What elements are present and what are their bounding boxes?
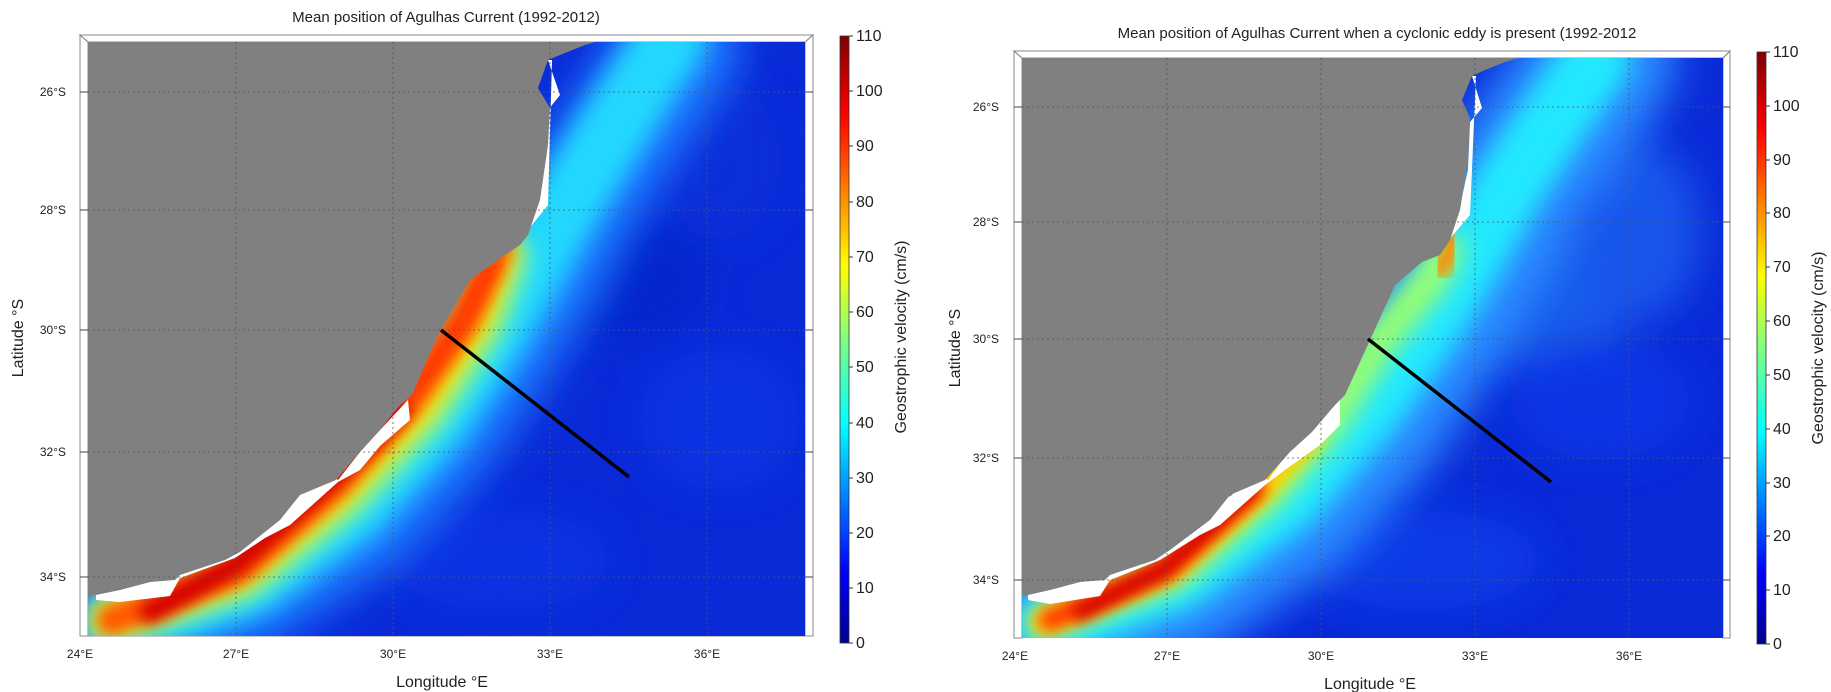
colorbar-tick-label: 100	[1773, 98, 1800, 115]
x-tick-label: 30°E	[1308, 649, 1334, 663]
panel-1-land	[88, 42, 595, 595]
panel-1-x-tick-labels: 24°E 27°E 30°E 33°E 36°E	[67, 647, 720, 661]
x-tick-label: 36°E	[694, 647, 720, 661]
y-tick-label: 34°S	[973, 573, 999, 587]
colorbar-tick-label: 20	[1773, 528, 1791, 545]
panel-2-grid	[1022, 58, 1723, 638]
panel-2-map	[1022, 58, 1723, 638]
panel-2-colorbar: 0 10 20 30 40 50 60 70 80 90 100 110 Geo…	[1756, 44, 1827, 653]
y-tick-label: 34°S	[40, 570, 66, 584]
x-tick-label: 27°E	[223, 647, 249, 661]
panel-1-y-tick-labels: 26°S 28°S 30°S 32°S 34°S	[40, 85, 66, 584]
colorbar-tick-label: 110	[1773, 44, 1799, 61]
y-tick-label: 32°S	[40, 445, 66, 459]
x-tick-label: 24°E	[67, 647, 93, 661]
panel-1-transect-line	[439, 328, 631, 479]
colorbar-tick-label: 30	[856, 470, 874, 487]
colorbar-tick-label: 30	[1773, 475, 1791, 492]
colorbar-tick-label: 50	[856, 359, 874, 376]
x-tick-label: 27°E	[1154, 649, 1180, 663]
colorbar-tick-label: 70	[856, 249, 874, 266]
x-tick-label: 30°E	[380, 647, 406, 661]
panel-2-x-axis-label: Longitude °E	[1324, 676, 1416, 692]
y-tick-label: 28°S	[973, 215, 999, 229]
y-tick-label: 32°S	[973, 451, 999, 465]
colorbar-tick-label: 70	[1773, 259, 1791, 276]
panel-2-title: Mean position of Agulhas Current when a …	[1118, 25, 1637, 42]
colorbar-tick-label: 0	[856, 635, 865, 652]
y-tick-label: 28°S	[40, 203, 66, 217]
x-tick-label: 24°E	[1002, 649, 1028, 663]
panel-1-title: Mean position of Agulhas Current (1992-2…	[292, 9, 600, 26]
panel-2-colorbar-label: Geostrophic velocity (cm/s)	[1810, 252, 1827, 445]
colorbar-tick-label: 40	[856, 415, 874, 432]
colorbar-tick-label: 20	[856, 525, 874, 542]
colorbar-tick-label: 90	[1773, 152, 1791, 169]
colorbar-tick-label: 10	[1773, 582, 1791, 599]
colorbar-tick-label: 60	[856, 304, 874, 321]
y-tick-label: 26°S	[40, 85, 66, 99]
colorbar-tick-label: 80	[856, 194, 874, 211]
panel-1-colorbar-label: Geostrophic velocity (cm/s)	[893, 241, 910, 434]
y-tick-label: 30°S	[973, 332, 999, 346]
colorbar-tick-label: 0	[1773, 636, 1782, 653]
colorbar-tick-label: 80	[1773, 205, 1791, 222]
panel-2-land	[1022, 58, 1518, 595]
x-tick-label: 36°E	[1616, 649, 1642, 663]
panel-2: Mean position of Agulhas Current when a …	[947, 25, 1827, 692]
panel-2-y-axis-label: Latitude °S	[947, 309, 964, 387]
y-tick-label: 30°S	[40, 323, 66, 337]
panel-2-x-tick-labels: 24°E 27°E 30°E 33°E 36°E	[1002, 649, 1642, 663]
colorbar-tick-label: 90	[856, 138, 874, 155]
panel-1-y-axis-label: Latitude °S	[10, 299, 27, 377]
x-tick-label: 33°E	[1462, 649, 1488, 663]
colorbar-tick-label: 110	[856, 28, 882, 45]
panel-2-y-tick-labels: 26°S 28°S 30°S 32°S 34°S	[973, 100, 999, 587]
colorbar-tick-label: 50	[1773, 367, 1791, 384]
colorbar-tick-label: 40	[1773, 421, 1791, 438]
panel-1-map	[88, 42, 805, 636]
x-tick-label: 33°E	[537, 647, 563, 661]
panel-1-x-axis-label: Longitude °E	[396, 674, 488, 691]
panel-1-colorbar: 0 10 20 30 40 50 60 70 80 90 100 110 Geo…	[839, 28, 910, 652]
panel-1: Mean position of Agulhas Current (1992-2…	[10, 9, 910, 691]
colorbar-tick-label: 100	[856, 83, 883, 100]
panel-2-transect-line	[1366, 337, 1553, 484]
colorbar-tick-label: 60	[1773, 313, 1791, 330]
panel-1-grid	[88, 42, 805, 636]
y-tick-label: 26°S	[973, 100, 999, 114]
colorbar-tick-label: 10	[856, 580, 874, 597]
